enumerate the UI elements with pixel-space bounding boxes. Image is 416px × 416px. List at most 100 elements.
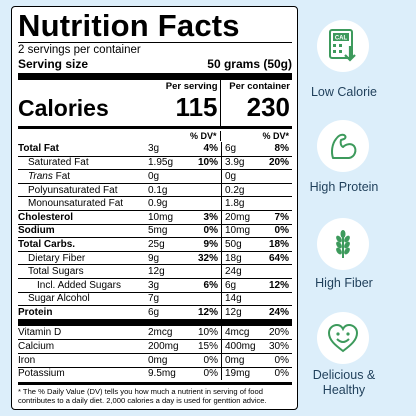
- nutrient-name: Sodium: [18, 225, 55, 237]
- delicious-healthy-badge: [317, 312, 369, 364]
- low-calorie-badge: CAL: [317, 20, 369, 72]
- dv-container: 12%: [268, 279, 289, 291]
- calories-block: Calories Per serving 115 Per container 2…: [18, 80, 292, 126]
- dv-container: 30%: [268, 341, 289, 353]
- dv-header-row: % DV* % DV*: [18, 129, 292, 142]
- divider-thick: [18, 73, 292, 80]
- smiley-heart-icon: [327, 323, 359, 353]
- dv-container: 20%: [268, 157, 289, 169]
- footnote: * The % Daily Value (DV) tells you how m…: [18, 382, 292, 405]
- amount-container: 4mcg: [225, 327, 250, 339]
- dv-container: 0%: [274, 354, 289, 366]
- vitamin-rows: Vitamin D 2mcg 10% 4mcg 20% Calcium 200mg 15% 40…: [18, 325, 292, 381]
- dv-serving: 9%: [186, 238, 222, 251]
- amount-serving: 7g: [148, 293, 160, 305]
- dv-serving: [186, 183, 222, 197]
- amount-container: 14g: [225, 293, 242, 305]
- nutrient-name: Total Carbs.: [18, 238, 76, 250]
- dv-serving: 0%: [186, 353, 222, 367]
- dv-serving: [186, 170, 222, 183]
- nutrient-row: Saturated Fat 1.95g 10% 3.9g 20%: [18, 155, 292, 170]
- amount-serving: 9.5mg: [148, 368, 176, 380]
- amount-serving: 25g: [148, 238, 165, 250]
- amount-serving: 2mcg: [148, 327, 173, 339]
- amount-serving: 12g: [148, 266, 165, 278]
- amount-container: 18g: [225, 252, 242, 264]
- vitamin-row: Iron 0mg 0% 0mg 0%: [18, 352, 292, 367]
- nutrient-name: Total Fat: [18, 143, 59, 155]
- nutrient-name: Dietary Fiber: [28, 252, 86, 264]
- nutrient-name: Incl. Added Sugars: [37, 279, 121, 291]
- nutrient-name: Monounsaturated Fat: [28, 198, 124, 210]
- dv-serving: 6%: [186, 278, 222, 292]
- dv-serving: 3%: [186, 210, 222, 224]
- nutrient-name: Sugar Alcohol: [28, 293, 90, 305]
- calculator-icon: CAL: [329, 29, 356, 62]
- nutrient-name: Trans Fat: [28, 170, 71, 182]
- nutrient-name: Vitamin D: [18, 327, 62, 339]
- nutrient-name: Total Sugars: [28, 266, 84, 278]
- dv-header-serving: % DV*: [148, 130, 221, 141]
- nutrient-row: Trans Fat 0g 0g: [18, 169, 292, 183]
- vitamin-row: Potassium 9.5mg 0% 19mg 0%: [18, 366, 292, 381]
- nutrient-row: Sugar Alcohol 7g 14g: [18, 291, 292, 306]
- svg-text:CAL: CAL: [335, 36, 348, 42]
- dv-header-container: % DV*: [262, 130, 289, 141]
- amount-container: 3.9g: [225, 157, 245, 169]
- nutrient-row: Incl. Added Sugars 3g 6% 6g 12%: [18, 277, 292, 292]
- amount-serving: 9g: [148, 252, 160, 264]
- serving-size-row: Serving size 50 grams (50g): [18, 57, 292, 73]
- vitamin-row: Calcium 200mg 15% 400mg 30%: [18, 339, 292, 353]
- dv-serving: [186, 265, 222, 278]
- amount-serving: 0mg: [148, 354, 168, 366]
- amount-container: 19mg: [225, 368, 251, 380]
- nutrient-name: Polyunsaturated Fat: [28, 184, 118, 196]
- nutrient-row: Cholesterol 10mg 3% 20mg 7%: [18, 209, 292, 224]
- high-protein-badge: [317, 120, 369, 172]
- divider-medium: [18, 126, 292, 129]
- nutrient-row: Monounsaturated Fat 0.9g 1.8g: [18, 196, 292, 210]
- nutrient-row: Total Fat 3g 4% 6g 8%: [18, 142, 292, 156]
- nutrient-name: Iron: [18, 354, 36, 366]
- amount-container: 50g: [225, 238, 242, 250]
- badge-label-high-fiber: High Fiber: [315, 276, 373, 290]
- nutrient-name: Cholesterol: [18, 211, 74, 223]
- dv-container: 0%: [274, 368, 289, 380]
- flexed-arm-icon: [331, 133, 357, 159]
- dv-serving: [186, 292, 222, 306]
- dv-serving: 10%: [186, 156, 222, 170]
- nutrient-row: Sodium 5mg 0% 10mg 0%: [18, 223, 292, 238]
- amount-container: 20mg: [225, 211, 251, 223]
- per-serving-header: Per serving: [165, 81, 218, 92]
- amount-serving: 0g: [148, 170, 160, 182]
- badge-label-low-calorie: Low Calorie: [310, 85, 377, 99]
- servings-per-container: 2 servings per container: [18, 44, 141, 56]
- dv-serving: 12%: [186, 306, 222, 319]
- calories-per-serving: Per serving 115: [148, 80, 221, 126]
- amount-serving: 6g: [148, 306, 160, 318]
- badge-label-delicious-healthy: Delicious & Healthy: [312, 368, 376, 397]
- nutrient-name: Calcium: [18, 341, 55, 353]
- amount-serving: 200mg: [148, 341, 179, 353]
- dv-serving: 4%: [186, 142, 222, 156]
- amount-container: 0mg: [225, 354, 245, 366]
- amount-serving: 0.9g: [148, 198, 168, 210]
- divider: [18, 42, 292, 43]
- amount-serving: 1.95g: [148, 157, 174, 169]
- amount-container: 0.2g: [225, 184, 245, 196]
- amount-container: 6g: [225, 143, 237, 155]
- badge-label-high-protein: High Protein: [309, 180, 379, 194]
- calories-per-container: Per container 230: [221, 80, 293, 126]
- serving-size-label: Serving size: [18, 57, 89, 71]
- high-fiber-badge: [317, 218, 369, 270]
- nutrient-rows: Total Fat 3g 4% 6g 8% Saturated Fat 1.95g 10% 3.…: [18, 142, 292, 319]
- amount-container: 24g: [225, 266, 242, 278]
- dv-serving: 10%: [186, 325, 222, 340]
- amount-serving: 3g: [148, 279, 160, 291]
- nutrition-facts-label: Nutrition Facts 2 servings per container…: [11, 6, 298, 410]
- amount-serving: 5mg: [148, 225, 168, 237]
- amount-serving: 10mg: [148, 211, 174, 223]
- amount-container: 400mg: [225, 341, 256, 353]
- amount-serving: 3g: [148, 143, 160, 155]
- nutrition-facts-title: Nutrition Facts: [18, 8, 240, 43]
